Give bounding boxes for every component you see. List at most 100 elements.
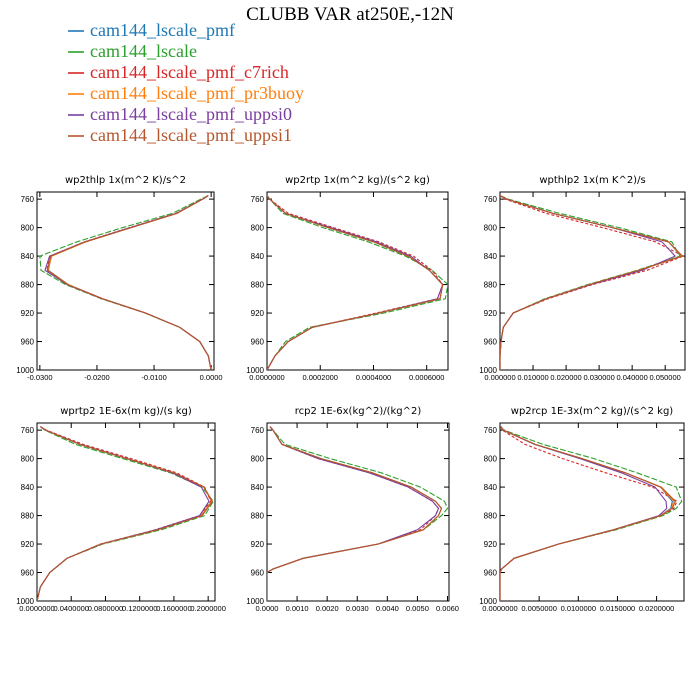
- legend-label: cam144_lscale_pmf_uppsi0: [90, 104, 292, 124]
- series-line: [46, 195, 212, 370]
- x-tick-label: 0.010000: [517, 373, 548, 382]
- x-tick-label: 0.0000000: [249, 373, 284, 382]
- series-line: [500, 195, 684, 370]
- x-tick-label: 0.0150000: [600, 604, 635, 613]
- x-tick-label: -0.0100: [141, 373, 166, 382]
- chart-panel: wp2rtp 1x(m^2 kg)/(s^2 kg) 760 800 840 880 92…: [246, 175, 449, 382]
- legend-label: cam144_lscale_pmf_uppsi1: [90, 125, 292, 145]
- series-line: [500, 426, 677, 601]
- series-line: [267, 195, 444, 370]
- chart-panel: wp2thlp 1x(m^2 K)/s^2 760 800 840 880 920 960 1…: [16, 175, 222, 382]
- legend-item: cam144_lscale_pmf_pr3buoy: [68, 83, 304, 103]
- panel-title: wp2rcp 1E-3x(m^2 kg)/(s^2 kg): [511, 406, 674, 417]
- series-line: [500, 426, 668, 601]
- x-tick-label: 0.0050: [406, 604, 429, 613]
- series-line: [267, 426, 449, 601]
- y-tick-label: 880: [251, 281, 265, 290]
- series-line: [500, 426, 678, 601]
- series-line: [267, 426, 443, 601]
- legend-label: cam144_lscale: [90, 41, 197, 61]
- panel-title: wp2thlp 1x(m^2 K)/s^2: [65, 175, 186, 186]
- legend-label: cam144_lscale_pmf_c7rich: [90, 62, 289, 82]
- legend: cam144_lscale_pmfcam144_lscalecam144_lsc…: [68, 20, 304, 145]
- series-line: [500, 426, 673, 601]
- legend-item: cam144_lscale_pmf_uppsi0: [68, 104, 292, 124]
- y-tick-label: 800: [251, 224, 265, 233]
- y-tick-label: 800: [21, 455, 35, 464]
- series-line: [267, 426, 440, 601]
- x-tick-label: 0.0006000: [409, 373, 444, 382]
- y-tick-label: 920: [251, 540, 265, 549]
- plot-frame: [266, 422, 450, 602]
- series-line: [37, 426, 210, 601]
- x-tick-label: 0.0000000: [482, 604, 517, 613]
- x-tick-label: 0.0040: [376, 604, 399, 613]
- panels: wp2thlp 1x(m^2 K)/s^2 760 800 840 880 920 960 1…: [16, 175, 686, 613]
- plot-frame: [499, 422, 685, 602]
- series-line: [500, 426, 683, 601]
- x-tick-label: 0.0060: [436, 604, 459, 613]
- x-tick-label: 0.020000: [550, 373, 581, 382]
- legend-item: cam144_lscale_pmf: [68, 20, 235, 40]
- y-tick-label: 1000: [479, 366, 497, 375]
- x-tick-label: 0.0800000: [88, 604, 123, 613]
- legend-item: cam144_lscale: [68, 41, 197, 61]
- y-tick-label: 840: [251, 483, 265, 492]
- y-tick-label: 920: [484, 309, 498, 318]
- plot-frame: [266, 191, 449, 371]
- x-tick-label: 0.040000: [616, 373, 647, 382]
- series-line: [44, 195, 212, 370]
- y-tick-label: 840: [484, 483, 498, 492]
- x-tick-label: 0.050000: [650, 373, 681, 382]
- x-tick-label: 0.0000000: [19, 604, 54, 613]
- y-tick-label: 800: [251, 455, 265, 464]
- y-tick-label: 960: [21, 569, 35, 578]
- y-tick-label: 760: [251, 426, 265, 435]
- series-line: [47, 195, 212, 370]
- series-line: [267, 426, 443, 601]
- panel-title: wprtp2 1E-6x(m kg)/(s kg): [60, 406, 192, 417]
- x-tick-label: 0.030000: [583, 373, 614, 382]
- legend-item: cam144_lscale_pmf_uppsi1: [68, 125, 292, 145]
- y-tick-label: 840: [251, 252, 265, 261]
- legend-label: cam144_lscale_pmf_pr3buoy: [90, 83, 304, 103]
- y-tick-label: 880: [251, 512, 265, 521]
- x-tick-label: 0.0020: [316, 604, 339, 613]
- plot-frame: [499, 191, 686, 371]
- y-tick-label: 960: [21, 338, 35, 347]
- series-line: [46, 195, 212, 370]
- series-line: [37, 426, 214, 601]
- y-tick-label: 760: [251, 195, 265, 204]
- series-line: [267, 195, 444, 370]
- chart-panel: wprtp2 1E-6x(m kg)/(s kg) 760 800 840 880 920…: [16, 406, 226, 613]
- legend-item: cam144_lscale_pmf_c7rich: [68, 62, 289, 82]
- x-tick-label: 0.0100000: [561, 604, 596, 613]
- y-tick-label: 1000: [16, 597, 34, 606]
- y-tick-label: 920: [251, 309, 265, 318]
- y-tick-label: 840: [21, 483, 35, 492]
- figure-title: CLUBB VAR at250E,-12N: [246, 4, 454, 25]
- series-line: [500, 426, 675, 601]
- plot-frame: [36, 422, 216, 602]
- x-tick-label: -0.0200: [84, 373, 109, 382]
- y-tick-label: 760: [484, 195, 498, 204]
- y-tick-label: 800: [21, 224, 35, 233]
- x-tick-label: 0.000000: [484, 373, 515, 382]
- x-tick-label: 0.0050000: [521, 604, 556, 613]
- y-tick-label: 800: [484, 224, 498, 233]
- x-tick-label: 0.0010: [286, 604, 309, 613]
- y-tick-label: 880: [484, 512, 498, 521]
- y-tick-label: 920: [484, 540, 498, 549]
- y-tick-label: 840: [484, 252, 498, 261]
- series-line: [267, 195, 444, 370]
- series-line: [267, 426, 440, 601]
- series-line: [37, 426, 213, 601]
- y-tick-label: 1000: [479, 597, 497, 606]
- series-line: [267, 195, 444, 370]
- y-tick-label: 960: [251, 569, 265, 578]
- y-tick-label: 1000: [246, 366, 264, 375]
- x-tick-label: 0.0000: [200, 373, 223, 382]
- x-tick-label: 0.0030: [346, 604, 369, 613]
- panel-title: wp2rtp 1x(m^2 kg)/(s^2 kg): [285, 175, 430, 186]
